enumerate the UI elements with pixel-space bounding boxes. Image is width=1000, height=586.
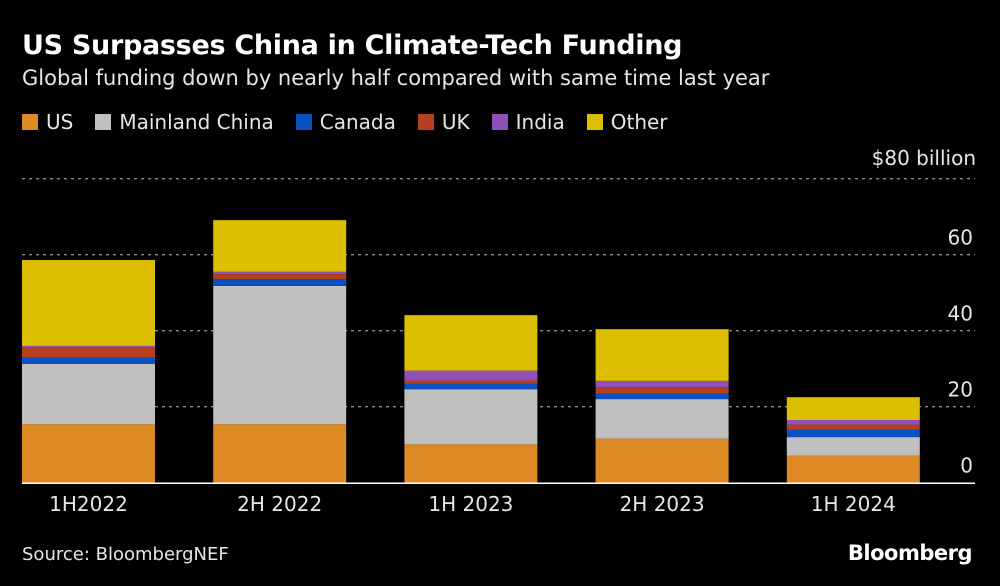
x-tick-label: 1H 2024 [811,492,896,516]
legend-swatch [295,114,312,130]
bar-segment-uk [595,387,729,394]
y-axis-unit-label: $80 billion [871,146,976,170]
bar-segment-other [595,329,729,381]
legend-item: Other [586,110,668,134]
bar-segment-uk [22,347,155,358]
legend-item: India [491,110,565,134]
bar-segment-india [786,420,920,425]
legend-item: US [22,110,73,134]
bar-segment-india [595,380,729,388]
bar-segment-us [22,424,155,483]
bar-segment-us [786,455,920,483]
source-note: Source: BloombergNEF [22,544,229,565]
legend-item: UK [417,110,470,134]
bar-segment-uk [404,380,538,384]
bar-segment-other [786,397,920,420]
bar-segment-mainland-china [595,399,729,439]
legend-swatch [22,114,38,130]
bar-segment-mainland-china [22,363,155,425]
x-tick-label: 1H2022 [49,492,128,516]
bar-segment-mainland-china [213,285,347,425]
chart-title: US Surpasses China in Climate-Tech Fundi… [22,30,683,61]
legend-label: Canada [319,110,396,134]
legend-item: Mainland China [95,110,274,134]
bar-segment-canada [786,429,920,438]
legend: US Mainland China Canada UK India Other [22,110,668,134]
legend-label: US [46,110,74,134]
x-tick-label: 2H 2022 [237,492,322,516]
legend-item: Canada [295,110,396,134]
y-tick-label: 40 [948,302,973,326]
bar-segment-canada [404,383,538,390]
bloomberg-logo: Bloomberg [847,541,973,565]
bar-segment-us [404,444,538,483]
y-tick-label: 60 [948,226,973,250]
legend-label: UK [441,110,470,134]
bar-segment-us [595,438,729,483]
bar-segment-india [404,370,538,381]
x-tick-label: 1H 2023 [428,492,513,516]
bar-segment-canada [22,357,155,364]
bar-segment-other [213,220,347,272]
bar-segment-us [213,424,347,483]
legend-label: Other [610,110,668,134]
legend-swatch [491,114,508,130]
legend-swatch [586,114,603,130]
bar-segment-canada [595,393,729,400]
bar-segment-other [22,260,155,346]
bar-segment-mainland-china [786,437,920,456]
bar-segment-mainland-china [404,389,538,445]
legend-swatch [417,114,434,130]
bar-segment-other [404,315,538,371]
legend-swatch [95,114,112,130]
bar-segment-uk [786,424,920,430]
x-tick-label: 2H 2023 [620,492,705,516]
legend-label: India [515,110,565,134]
bar-segment-canada [213,279,347,286]
bar-segment-india [213,271,347,275]
y-tick-label: 0 [960,454,973,478]
bar-segment-uk [213,274,347,280]
legend-label: Mainland China [119,110,274,134]
chart-subtitle: Global funding down by nearly half compa… [22,66,770,90]
y-tick-label: 20 [948,378,973,402]
bar-segment-india [22,345,155,348]
